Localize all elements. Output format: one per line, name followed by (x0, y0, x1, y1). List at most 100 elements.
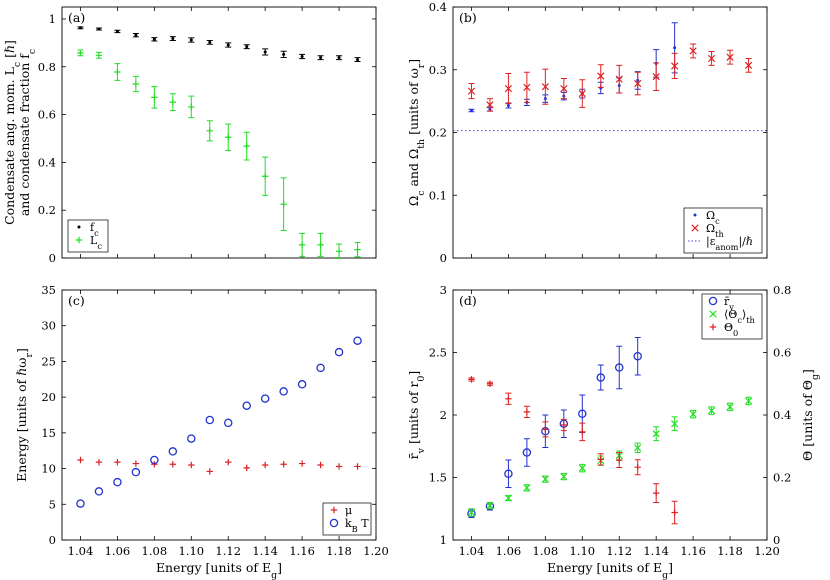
data-point (468, 376, 475, 383)
data-point (131, 467, 141, 477)
data-point (316, 363, 325, 373)
data-point (113, 477, 122, 487)
data-point (504, 469, 513, 478)
data-point (689, 47, 697, 55)
y-tick-label: 2.5 (429, 346, 447, 360)
panel-label: (c) (68, 293, 85, 308)
y-right-axis-label: Θ [units of Θg] (800, 369, 821, 461)
y-tick-label: 2 (440, 408, 447, 422)
data-point (354, 246, 361, 253)
x-tick-label: 1.16 (289, 544, 315, 558)
data-point (152, 37, 156, 41)
y-axis-label: and condensate fraction fc (17, 49, 38, 216)
y-tick-label: 0.6 (38, 108, 56, 122)
x-tick-label: 1.20 (754, 544, 780, 558)
x-tick-label: 1.20 (363, 544, 389, 558)
data-point (261, 461, 269, 469)
x-axis-label: Energy [units of Eg] (547, 560, 673, 580)
data-point (616, 456, 623, 464)
panel-b: 0 0.1 0.2 0.3 0.4 (b) Ωc and Ωth [units of ωr]… (406, 0, 768, 265)
data-point (335, 463, 343, 470)
y-tick-label: 30 (41, 319, 56, 333)
data-point (707, 407, 716, 415)
data-point (297, 380, 307, 389)
data-point (279, 387, 288, 396)
data-point (151, 94, 158, 101)
data-point (245, 45, 249, 49)
data-point (151, 461, 158, 468)
data-point (226, 43, 230, 47)
data-point (114, 68, 121, 76)
data-point (206, 127, 213, 135)
series-l-c (77, 49, 361, 259)
x-tick-label: 1.08 (533, 544, 559, 558)
data-point (261, 173, 269, 180)
data-point (188, 103, 195, 111)
legend-label: Ωc (706, 209, 720, 226)
data-point (523, 408, 531, 416)
data-point (634, 79, 642, 88)
data-point (334, 347, 344, 357)
data-point (652, 489, 660, 497)
data-point (319, 56, 323, 60)
legend-marker (330, 506, 338, 514)
y-tick-label: 0.4 (429, 0, 447, 14)
data-point (150, 455, 159, 465)
x-tick-label: 1.12 (215, 544, 241, 558)
panel-label: (d) (459, 293, 477, 308)
y-tick-label: 25 (41, 354, 56, 368)
y-tick-label: 20 (41, 390, 56, 404)
data-point (726, 403, 734, 411)
legend-label: |εanom|/ℏ (706, 235, 753, 252)
legend-marker (329, 518, 339, 528)
y-axis-label: r̄v [units of r0] (406, 371, 427, 460)
error-bar (597, 364, 604, 391)
data-point (317, 461, 324, 469)
series-0 (468, 376, 678, 525)
data-point (673, 46, 677, 50)
data-point (523, 484, 531, 492)
data-point (467, 87, 476, 95)
data-point (243, 464, 250, 472)
data-point (187, 434, 196, 443)
data-point (541, 83, 549, 91)
data-point (134, 33, 138, 37)
data-point (208, 40, 212, 44)
data-point (76, 499, 85, 508)
legend-marker (709, 323, 717, 331)
y-right-tick-label: 0.6 (773, 346, 791, 360)
data-point (77, 49, 84, 57)
data-point (523, 83, 531, 91)
series-r-v (467, 337, 642, 518)
y-tick-label: 0.4 (38, 155, 56, 169)
data-point (280, 201, 287, 208)
legend-label: ⟨Θc⟩th (724, 308, 756, 325)
legend-label: kB T (345, 517, 369, 534)
data-point (486, 101, 494, 109)
y-right-tick-label: 0.4 (773, 408, 791, 422)
data-point (97, 27, 101, 31)
data-point (504, 494, 513, 502)
x-tick-label: 1.18 (717, 544, 743, 558)
legend-box (67, 219, 109, 253)
data-point (597, 456, 604, 463)
data-point (95, 458, 103, 466)
data-point (560, 84, 568, 93)
data-point (280, 461, 287, 468)
legend-marker (708, 296, 718, 306)
y-tick-label: 0 (440, 251, 447, 265)
data-point (317, 241, 324, 249)
y-tick-label: 0.2 (429, 126, 447, 140)
data-point (652, 430, 660, 438)
x-tick-label: 1.06 (496, 544, 522, 558)
series-k-b-t (76, 336, 362, 508)
data-point (353, 336, 362, 345)
legend-label: r̄v (724, 295, 734, 312)
panel-c: 1.04 1.06 1.08 1.10 1.12 1.14 1.16 1.18 1.20 0 5 10… (14, 283, 389, 580)
y-tick-label: 0 (49, 251, 56, 265)
data-point (242, 401, 251, 410)
data-point (505, 395, 512, 402)
data-point (671, 509, 678, 516)
